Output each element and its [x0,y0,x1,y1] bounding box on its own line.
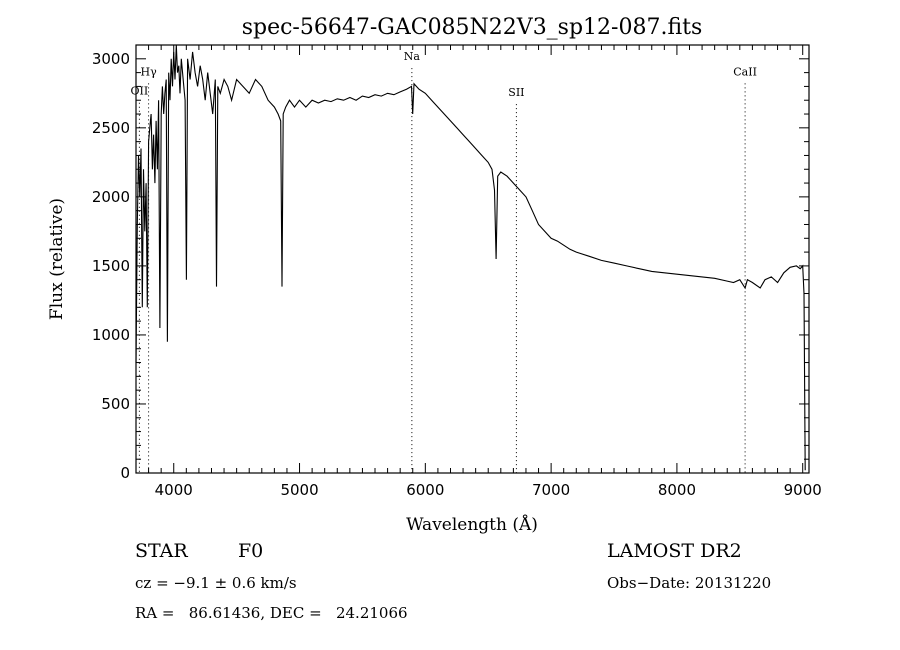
line-marker-label: OII [131,85,149,98]
y-axis-label: Flux (relative) [47,198,67,320]
x-tick-label: 8000 [658,481,696,499]
object-subclass: F0 [238,540,264,562]
plot-frame [135,44,810,474]
x-tick-label: 5000 [280,481,318,499]
y-tick-label: 2500 [92,119,130,137]
y-tick-label: 500 [101,395,130,413]
x-axis-label: Wavelength (Å) [406,514,538,535]
line-marker-label: Hγ [140,65,157,78]
redshift-info: cz = −9.1 ± 0.6 km/s [135,574,297,592]
line-marker-label: CaII [733,65,757,78]
x-tick-label: 4000 [155,481,193,499]
y-tick-label: 3000 [92,50,130,68]
y-axis-ticks: 0 500 1000 1500 2000 2500 3000 [92,44,809,482]
observation-date: Obs−Date: 20131220 [607,574,772,592]
chart-title: spec-56647-GAC085N22V3_sp12-087.fits [242,15,703,40]
x-axis-ticks: 4000 5000 6000 7000 8000 9000 [135,45,822,499]
x-tick-label: 6000 [406,481,444,499]
spectrum-line [135,44,806,471]
y-tick-label: 0 [120,464,130,482]
x-tick-label: 9000 [784,481,822,499]
line-marker-label: SII [508,86,524,99]
coordinates: RA = 86.61436, DEC = 24.21066 [135,604,408,622]
y-tick-label: 2000 [92,188,130,206]
y-tick-label: 1000 [92,326,130,344]
line-marker-label: Na [404,50,421,63]
x-tick-label: 7000 [532,481,570,499]
object-class: STAR [135,540,188,562]
survey-name: LAMOST DR2 [607,540,742,562]
y-tick-label: 1500 [92,257,130,275]
